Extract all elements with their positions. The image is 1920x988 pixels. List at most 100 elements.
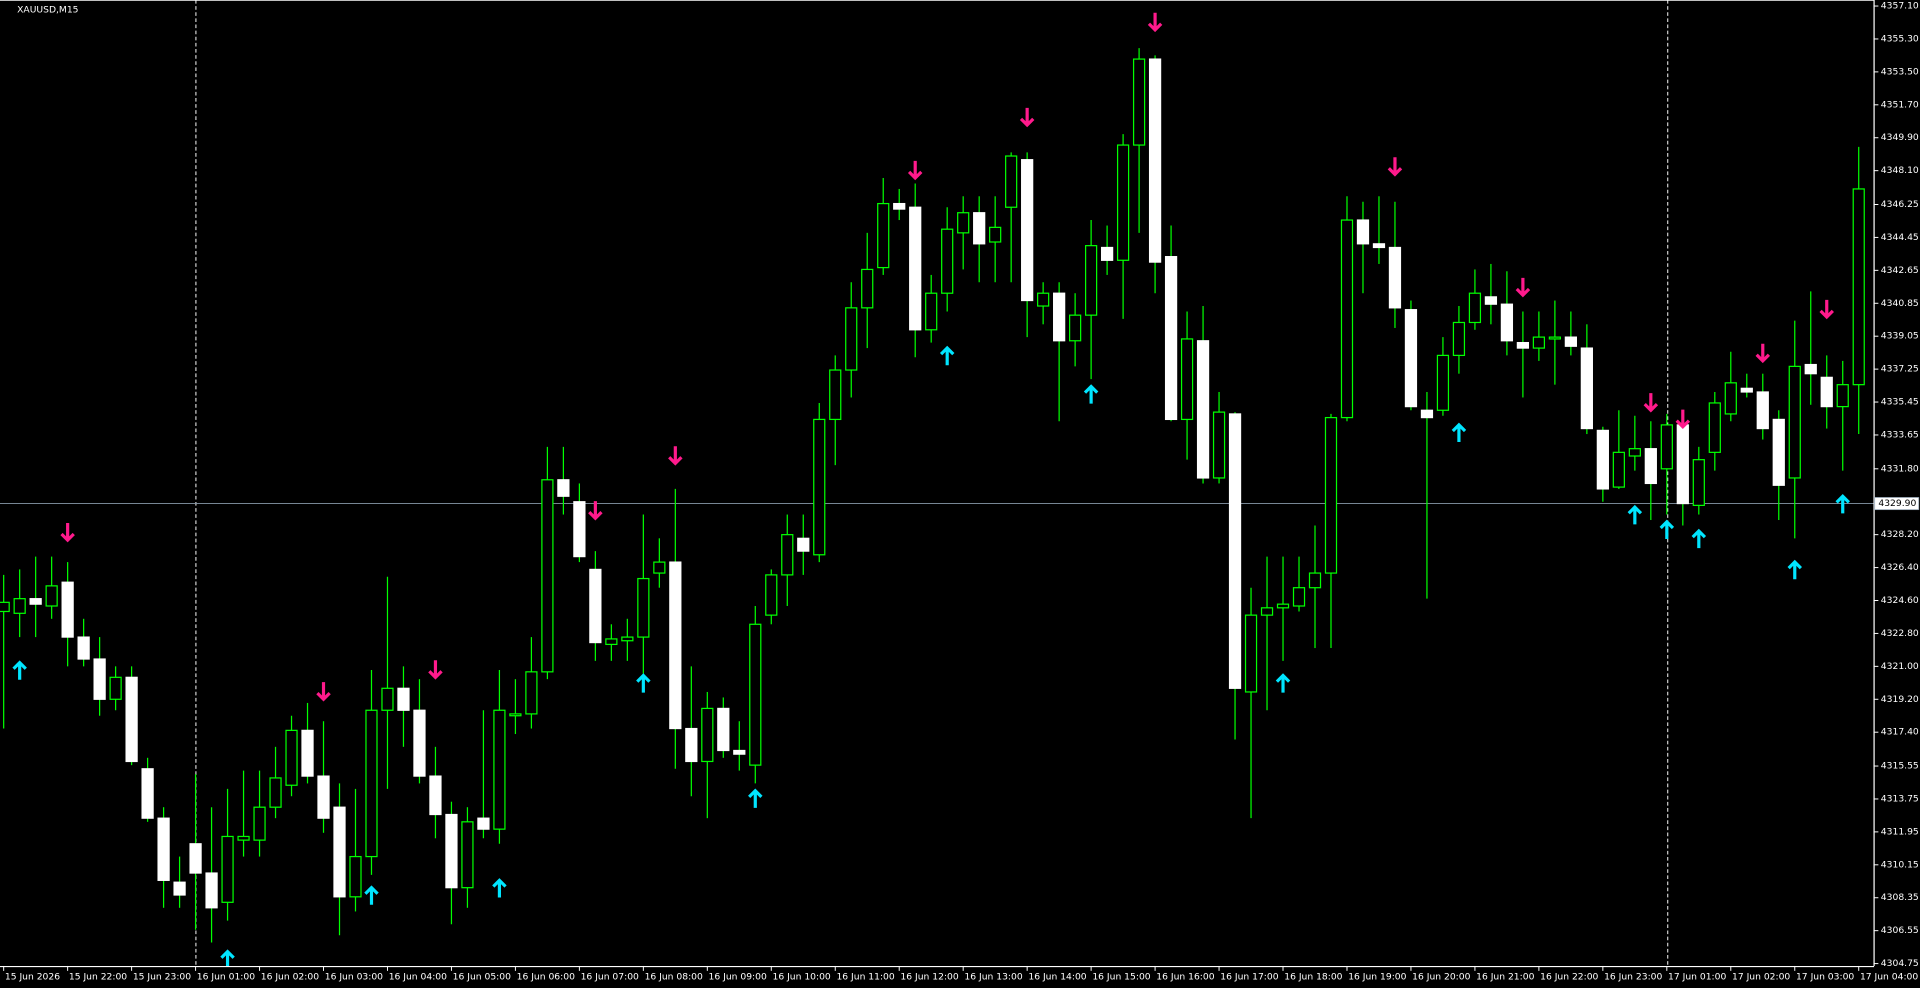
candle-body [541, 479, 554, 673]
candle-body [781, 534, 794, 576]
y-tick-label: 4319.20 [1881, 694, 1919, 705]
y-tick-label: 4304.75 [1881, 958, 1919, 969]
candle-body [509, 713, 522, 717]
x-tick-label: 16 Jun 09:00 [709, 971, 767, 982]
candle-body [1164, 256, 1178, 421]
candle-body [317, 775, 330, 819]
buy-arrow [939, 345, 955, 366]
candle-body [1580, 347, 1593, 430]
candle-body [429, 775, 442, 816]
candle-body [1037, 292, 1050, 307]
candle-body [653, 561, 666, 574]
candle-body [1628, 448, 1641, 457]
candle-body [1852, 188, 1865, 386]
candle-body [365, 709, 378, 858]
candle-body [1260, 607, 1274, 616]
candle-body [1516, 341, 1530, 349]
current-price-label: 4329.90 [1878, 498, 1916, 509]
y-tick-label: 4353.50 [1881, 66, 1919, 77]
candle-body [253, 806, 266, 841]
candle-body [1756, 391, 1769, 430]
candle-body [445, 813, 458, 889]
candle-body [1372, 243, 1386, 249]
candle-body [1196, 340, 1210, 479]
y-tick-label: 4306.55 [1881, 925, 1919, 936]
buy-arrow [1451, 422, 1467, 443]
candle-body [1084, 245, 1098, 316]
candle-body [1069, 314, 1082, 342]
candle-body [701, 707, 714, 763]
candle-body [525, 671, 538, 715]
candle-body [461, 821, 474, 889]
buy-arrow [1627, 504, 1643, 525]
y-tick-label: 4324.60 [1881, 595, 1919, 606]
candle-body [1212, 411, 1226, 479]
candle-body [797, 537, 810, 552]
candle-body [1484, 296, 1498, 305]
candle-body [413, 709, 426, 777]
candle-body [285, 729, 298, 786]
candle-body [1548, 336, 1562, 340]
candle-body [1692, 459, 1705, 507]
x-tick-label: 16 Jun 15:00 [1092, 971, 1150, 982]
x-tick-label: 16 Jun 21:00 [1476, 971, 1534, 982]
y-tick-label: 4344.45 [1881, 232, 1919, 243]
x-tick-label: 16 Jun 19:00 [1348, 971, 1406, 982]
candle-body [1404, 309, 1418, 408]
y-tick-label: 4308.35 [1881, 892, 1919, 903]
y-tick-label: 4326.40 [1881, 562, 1919, 573]
x-tick-label: 16 Jun 01:00 [197, 971, 255, 982]
y-tick-label: 4355.30 [1881, 33, 1919, 44]
x-tick-label: 17 Jun 03:00 [1796, 971, 1854, 982]
buy-arrow [1083, 384, 1099, 404]
candle-body [349, 855, 362, 898]
y-tick-label: 4331.80 [1881, 463, 1919, 474]
candle-body [269, 777, 282, 808]
candle-body [1005, 155, 1018, 208]
candle-body [1724, 382, 1737, 415]
candle-body [61, 581, 74, 638]
candle-body [829, 369, 842, 421]
y-tick-label: 4321.00 [1881, 661, 1919, 672]
candle-body [909, 206, 922, 331]
x-tick-label: 17 Jun 02:00 [1732, 971, 1790, 982]
candle-body [1100, 246, 1114, 261]
candle-body [1292, 587, 1306, 607]
x-tick-label: 16 Jun 02:00 [261, 971, 319, 982]
x-tick-label: 16 Jun 16:00 [1156, 971, 1214, 982]
buy-arrow [636, 673, 651, 693]
y-tick-label: 4335.45 [1881, 397, 1919, 408]
candle-body [1388, 246, 1402, 309]
candle-body [941, 228, 954, 294]
candle-body [1436, 354, 1450, 411]
candle-body [957, 212, 970, 234]
candle-body [333, 806, 346, 898]
x-tick-label: 16 Jun 12:00 [900, 971, 958, 982]
candle-body [893, 202, 906, 210]
candle-body [605, 638, 618, 646]
buy-arrow [12, 660, 27, 680]
candle-body [1180, 338, 1194, 421]
candle-body [125, 676, 138, 763]
candle-body [1420, 409, 1434, 419]
y-tick-label: 4337.25 [1881, 364, 1919, 375]
sell-arrow [428, 660, 443, 680]
x-tick-label: 16 Jun 07:00 [581, 971, 639, 982]
candle-body [621, 636, 634, 642]
candle-body [221, 835, 234, 903]
y-tick-label: 4322.80 [1881, 628, 1919, 639]
y-tick-label: 4357.10 [1881, 1, 1919, 12]
candle-body [381, 687, 394, 711]
candle-body [1468, 292, 1482, 324]
candle-body [1532, 336, 1546, 349]
candle-body [765, 574, 778, 616]
x-tick-label: 16 Jun 18:00 [1284, 971, 1342, 982]
candle-body [1612, 451, 1625, 488]
candle-body [13, 598, 26, 614]
candle-body [1676, 424, 1689, 505]
x-tick-label: 16 Jun 11:00 [836, 971, 894, 982]
candle-body [1148, 58, 1162, 263]
x-tick-label: 16 Jun 17:00 [1220, 971, 1278, 982]
x-tick-label: 15 Jun 2026 [5, 971, 60, 982]
